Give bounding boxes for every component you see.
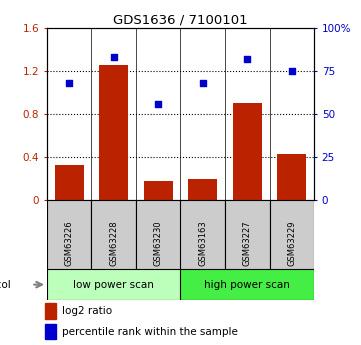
Point xyxy=(200,80,206,86)
Point xyxy=(155,101,161,106)
Text: GSM63163: GSM63163 xyxy=(198,220,207,266)
Bar xyxy=(144,181,173,200)
Bar xyxy=(47,200,91,269)
Text: GSM63230: GSM63230 xyxy=(154,220,163,266)
Text: high power scan: high power scan xyxy=(204,280,290,289)
Text: GSM63228: GSM63228 xyxy=(109,220,118,266)
Bar xyxy=(47,269,180,300)
Point xyxy=(111,54,117,60)
Bar xyxy=(277,154,306,200)
Text: GSM63226: GSM63226 xyxy=(65,220,74,266)
Point xyxy=(244,56,250,61)
Bar xyxy=(180,200,225,269)
Bar xyxy=(91,200,136,269)
Text: GSM63227: GSM63227 xyxy=(243,220,252,266)
Bar xyxy=(270,200,314,269)
Title: GDS1636 / 7100101: GDS1636 / 7100101 xyxy=(113,13,248,27)
Point xyxy=(289,68,295,73)
Bar xyxy=(55,165,84,200)
Text: log2 ratio: log2 ratio xyxy=(62,306,112,316)
Text: low power scan: low power scan xyxy=(73,280,154,289)
Bar xyxy=(45,324,56,339)
Bar xyxy=(45,303,56,319)
Text: GSM63229: GSM63229 xyxy=(287,220,296,266)
Bar xyxy=(188,179,217,200)
Bar xyxy=(233,103,262,200)
Bar xyxy=(225,200,270,269)
Point xyxy=(66,80,72,86)
Text: protocol: protocol xyxy=(0,280,11,289)
Bar xyxy=(99,65,128,200)
Text: percentile rank within the sample: percentile rank within the sample xyxy=(62,327,238,337)
Bar xyxy=(180,269,314,300)
Bar xyxy=(136,200,180,269)
